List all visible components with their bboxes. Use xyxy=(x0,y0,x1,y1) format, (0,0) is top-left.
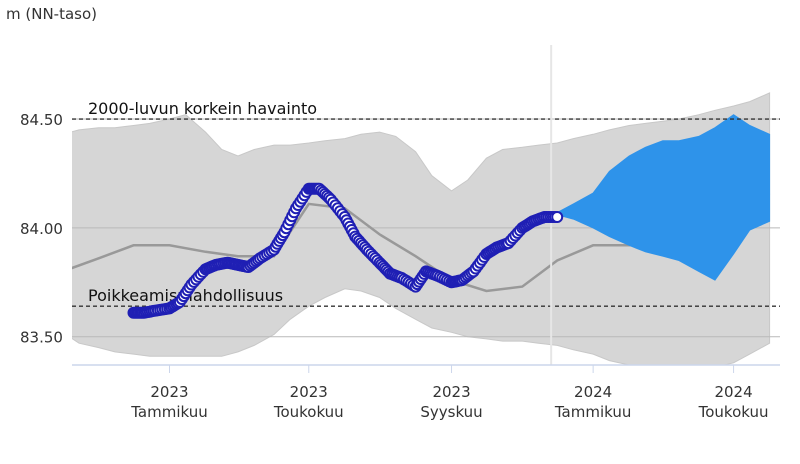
x-tick-month-label: Toukokuu xyxy=(273,403,344,421)
x-tick-year-label: 2023 xyxy=(290,383,328,401)
axes-layer: 84.50 84.00 83.50 2023 Tammikuu 2023 Toukokuu 2… xyxy=(20,111,780,421)
x-tick-month-label: Toukokuu xyxy=(698,403,769,421)
x-tick-month-label: Tammikuu xyxy=(554,403,632,421)
observed-point xyxy=(551,211,564,223)
y-tick-label: 84.00 xyxy=(20,220,63,238)
x-tick-month-label: Tammikuu xyxy=(130,403,208,421)
x-tick-year-label: 2023 xyxy=(150,383,188,401)
x-tick-year-label: 2024 xyxy=(574,383,612,401)
x-tick-year-label: 2023 xyxy=(432,383,470,401)
historical-range-band-layer xyxy=(72,92,771,365)
historical-range-band xyxy=(72,92,771,365)
observed-points-layer xyxy=(127,182,564,319)
forecast-band xyxy=(556,114,771,281)
reference-line-label: 2000-luvun korkein havainto xyxy=(88,99,317,118)
forecast-layer xyxy=(556,114,771,281)
y-tick-label: 83.50 xyxy=(20,329,63,347)
y-tick-label: 84.50 xyxy=(20,111,63,129)
x-tick-year-label: 2024 xyxy=(714,383,752,401)
y-axis-label: m (NN-taso) xyxy=(6,5,97,23)
x-tick-month-label: Syyskuu xyxy=(420,403,482,421)
